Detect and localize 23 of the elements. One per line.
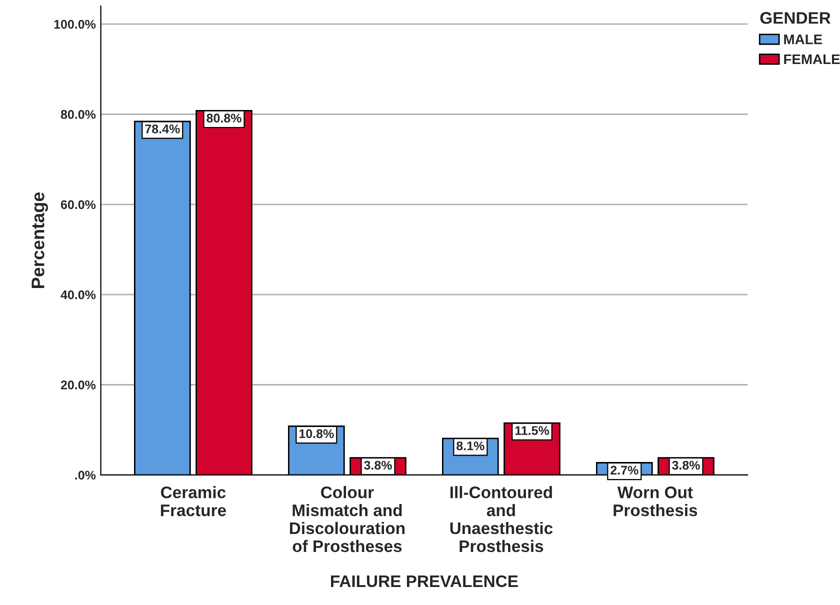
data-label: 78.4% xyxy=(145,124,180,134)
y-axis-title: Percentage xyxy=(32,192,48,288)
legend-title: GENDER xyxy=(760,12,831,24)
x-tick-label: Ill-Contoured and Unaesthestic Prosthesis xyxy=(450,486,553,552)
y-tick-label: 20.0% xyxy=(60,380,96,390)
x-tick-label: Ceramic Fracture xyxy=(160,486,226,516)
data-label: 80.8% xyxy=(206,114,242,123)
y-tick-label: 40.0% xyxy=(60,290,96,300)
y-tick-label: 80.0% xyxy=(60,110,96,119)
legend-label: MALE xyxy=(784,34,822,44)
data-label: 2.7% xyxy=(610,466,638,475)
y-tick-label: .0% xyxy=(75,470,96,480)
data-label: 3.8% xyxy=(364,460,392,470)
y-tick-label: 100.0% xyxy=(54,20,96,29)
data-label: 3.8% xyxy=(672,460,700,470)
data-label: 8.1% xyxy=(456,441,484,450)
x-tick-label: Worn Out Prosthesis xyxy=(614,486,698,516)
x-axis-title: FAILURE PREVALENCE xyxy=(331,575,518,588)
legend-label: FEMALE xyxy=(784,54,840,64)
data-label: 10.8% xyxy=(299,429,334,438)
data-label: 11.5% xyxy=(515,426,550,435)
x-tick-label: Colour Mismatch and Discolouration of Prostheses xyxy=(290,486,405,552)
y-tick-label: 60.0% xyxy=(60,200,96,210)
